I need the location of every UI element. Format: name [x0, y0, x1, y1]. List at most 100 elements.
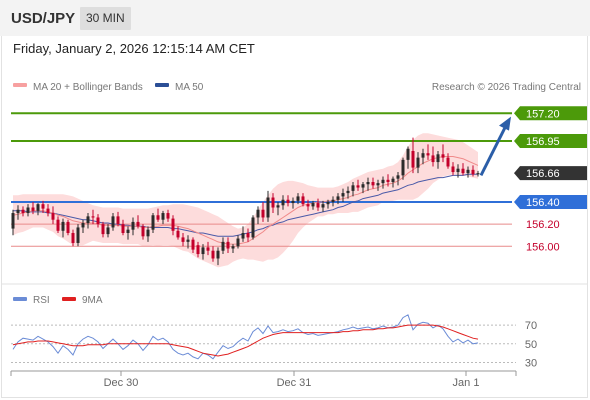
candle-body: [61, 221, 65, 231]
candle-body: [266, 197, 270, 218]
level-tag-156.40: [514, 194, 587, 209]
candle-body: [106, 227, 110, 235]
candle-body: [446, 157, 450, 167]
candle-body: [321, 204, 325, 208]
bollinger-band-area: [13, 133, 478, 268]
level-tag-156.66: [514, 166, 587, 181]
rsi-line: [12, 314, 479, 360]
candle-body: [386, 179, 390, 183]
candle-body: [316, 203, 320, 208]
candle-body: [351, 185, 355, 191]
candle-body: [306, 204, 310, 207]
candle-body: [366, 182, 370, 185]
legend-ma50-label: MA 50: [175, 82, 204, 93]
candle-body: [86, 216, 90, 224]
candle-body: [16, 209, 20, 214]
candle-body: [391, 178, 395, 183]
level-tag-157.20: [514, 106, 587, 121]
ma50-line: [13, 173, 478, 237]
candle-body: [471, 169, 475, 175]
candle-body: [221, 241, 225, 251]
ma20-line: [12, 156, 479, 245]
candle-body: [246, 232, 250, 238]
candle-body: [201, 247, 205, 255]
legend-ma20-swatch: [13, 83, 27, 87]
candle-body: [51, 213, 55, 220]
legend-ma20-label: MA 20 + Bollinger Bands: [33, 82, 143, 93]
candle-body: [31, 207, 35, 211]
candle-body: [251, 217, 255, 238]
candle-body: [261, 209, 265, 218]
level-label-156.95: 156.95: [526, 136, 560, 148]
candle-body: [131, 221, 135, 230]
rsi-tick-label: 70: [525, 320, 537, 332]
level-label-156.00: 156.00: [526, 241, 560, 253]
legend-rsi-swatch: [13, 297, 27, 301]
chart-frame: [1, 36, 588, 398]
price-level-labels: 157.20 156.95 156.66 156.40 156.20 156.00: [514, 106, 587, 253]
candle-body: [236, 238, 240, 247]
candle-body: [441, 154, 445, 158]
candle-body: [401, 159, 405, 176]
candle-body: [426, 153, 430, 156]
symbol-title: USD/JPY: [11, 10, 76, 27]
time-tick-label: Dec 30: [104, 377, 139, 389]
candle-body: [451, 166, 455, 173]
candle-body: [271, 197, 275, 208]
candle-body: [476, 173, 480, 175]
candle-body: [46, 208, 50, 214]
candle-body: [161, 213, 165, 220]
forecast-arrow-head: [499, 116, 511, 131]
candle-body: [381, 179, 385, 184]
level-label-156.40: 156.40: [526, 197, 560, 209]
chart-datetime: Friday, January 2, 2026 12:15:14 AM CET: [13, 41, 255, 56]
candle-body: [281, 199, 285, 206]
time-tick-label: Jan 1: [453, 377, 480, 389]
candle-body: [456, 168, 460, 173]
candle-body: [146, 229, 150, 237]
candle-body: [11, 213, 15, 229]
level-label-157.20: 157.20: [526, 108, 560, 120]
candle-body: [431, 155, 435, 163]
candle-body: [101, 224, 105, 235]
candle-body: [76, 227, 80, 243]
candle-body: [21, 209, 25, 214]
candle-body: [191, 239, 195, 250]
credit-text: Research © 2026 Trading Central: [432, 82, 581, 93]
legend-9ma-label: 9MA: [82, 295, 103, 306]
candle-body: [276, 205, 280, 208]
candle-body: [176, 230, 180, 238]
candle-body: [311, 203, 315, 207]
candle-body: [241, 232, 245, 239]
candle-body: [116, 216, 120, 225]
candle-body: [26, 207, 30, 214]
candle-body: [81, 223, 85, 228]
level-label-156.66: 156.66: [526, 168, 560, 180]
candle-body: [406, 148, 410, 160]
rsi-9ma-line: [12, 324, 479, 357]
candle-body: [416, 157, 420, 168]
candle-body: [226, 241, 230, 249]
candle-body: [66, 221, 70, 233]
forecast-arrow-shaft: [479, 124, 508, 177]
candle-body: [91, 216, 95, 218]
rsi-tick-label: 30: [525, 358, 537, 370]
rsi-plot: 70 50 30: [11, 314, 537, 370]
candle-body: [71, 232, 75, 243]
candle-body: [301, 196, 305, 205]
candle-body: [291, 200, 295, 204]
candle-body: [136, 221, 140, 227]
timeframe-badge[interactable]: 30 MIN: [80, 7, 131, 30]
candle-body: [371, 182, 375, 186]
candle-body: [466, 169, 470, 174]
candle-body: [141, 226, 145, 237]
candle-body: [396, 175, 400, 179]
candle-body: [286, 199, 290, 204]
candle-body: [256, 209, 260, 218]
candle-body: [411, 150, 415, 168]
candle-body: [326, 201, 330, 205]
candle-body: [461, 168, 465, 174]
candle-body: [56, 219, 60, 231]
candle-body: [96, 217, 100, 225]
